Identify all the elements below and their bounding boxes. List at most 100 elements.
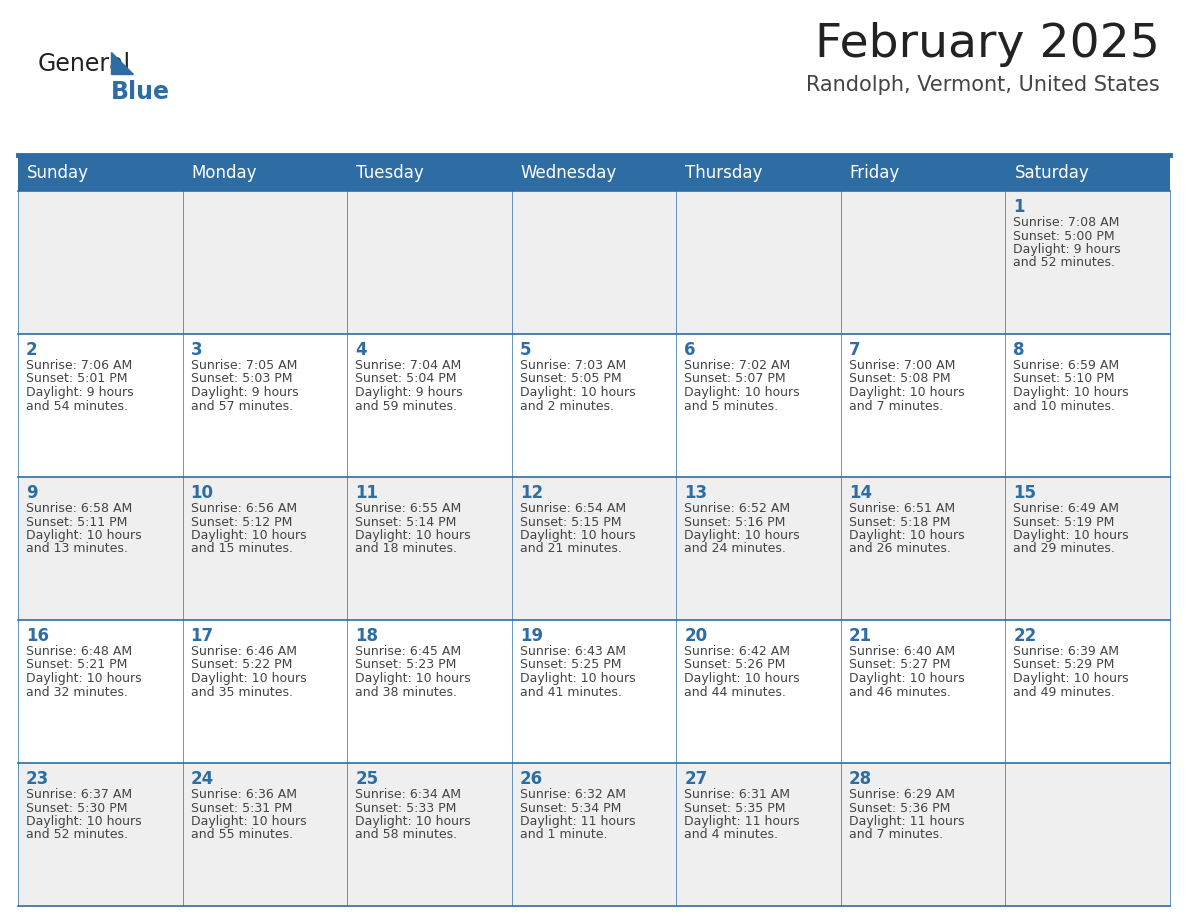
Text: Sunrise: 6:48 AM: Sunrise: 6:48 AM — [26, 645, 132, 658]
Text: Sunrise: 6:29 AM: Sunrise: 6:29 AM — [849, 788, 955, 801]
Text: Sunrise: 7:06 AM: Sunrise: 7:06 AM — [26, 359, 132, 372]
Text: Sunset: 5:33 PM: Sunset: 5:33 PM — [355, 801, 456, 814]
Text: Sunrise: 6:39 AM: Sunrise: 6:39 AM — [1013, 645, 1119, 658]
Text: Sunset: 5:01 PM: Sunset: 5:01 PM — [26, 373, 127, 386]
Text: Daylight: 10 hours: Daylight: 10 hours — [1013, 386, 1129, 399]
Text: Daylight: 9 hours: Daylight: 9 hours — [1013, 243, 1121, 256]
Text: 24: 24 — [190, 770, 214, 788]
Text: and 7 minutes.: and 7 minutes. — [849, 829, 943, 842]
Text: Sunset: 5:35 PM: Sunset: 5:35 PM — [684, 801, 785, 814]
Bar — [18, 763, 1170, 906]
Text: and 13 minutes.: and 13 minutes. — [26, 543, 128, 555]
Text: Randolph, Vermont, United States: Randolph, Vermont, United States — [807, 75, 1159, 95]
Polygon shape — [110, 52, 133, 74]
Text: and 54 minutes.: and 54 minutes. — [26, 399, 128, 412]
Text: Thursday: Thursday — [685, 164, 763, 182]
Text: and 26 minutes.: and 26 minutes. — [849, 543, 950, 555]
Text: Sunrise: 6:36 AM: Sunrise: 6:36 AM — [190, 788, 297, 801]
Text: Sunrise: 7:03 AM: Sunrise: 7:03 AM — [519, 359, 626, 372]
Text: Daylight: 9 hours: Daylight: 9 hours — [190, 386, 298, 399]
Text: and 24 minutes.: and 24 minutes. — [684, 543, 786, 555]
Text: and 49 minutes.: and 49 minutes. — [1013, 686, 1116, 699]
Text: 16: 16 — [26, 627, 49, 645]
Text: 26: 26 — [519, 770, 543, 788]
Text: Sunrise: 6:46 AM: Sunrise: 6:46 AM — [190, 645, 297, 658]
Text: Sunset: 5:00 PM: Sunset: 5:00 PM — [1013, 230, 1116, 242]
Text: and 46 minutes.: and 46 minutes. — [849, 686, 950, 699]
Text: Daylight: 10 hours: Daylight: 10 hours — [190, 529, 307, 542]
Text: 17: 17 — [190, 627, 214, 645]
Text: Sunrise: 6:40 AM: Sunrise: 6:40 AM — [849, 645, 955, 658]
Text: 18: 18 — [355, 627, 378, 645]
Text: 5: 5 — [519, 341, 531, 359]
Text: Daylight: 10 hours: Daylight: 10 hours — [684, 672, 800, 685]
Text: Sunset: 5:15 PM: Sunset: 5:15 PM — [519, 516, 621, 529]
Text: 13: 13 — [684, 484, 707, 502]
Text: Sunrise: 6:49 AM: Sunrise: 6:49 AM — [1013, 502, 1119, 515]
Text: 10: 10 — [190, 484, 214, 502]
Text: 11: 11 — [355, 484, 378, 502]
Text: Daylight: 10 hours: Daylight: 10 hours — [1013, 529, 1129, 542]
Text: Sunrise: 6:59 AM: Sunrise: 6:59 AM — [1013, 359, 1119, 372]
Text: 14: 14 — [849, 484, 872, 502]
Text: Sunrise: 6:42 AM: Sunrise: 6:42 AM — [684, 645, 790, 658]
Text: Sunset: 5:29 PM: Sunset: 5:29 PM — [1013, 658, 1114, 671]
Text: Wednesday: Wednesday — [520, 164, 617, 182]
Text: Blue: Blue — [110, 80, 170, 104]
Text: Sunrise: 6:55 AM: Sunrise: 6:55 AM — [355, 502, 461, 515]
Text: Sunset: 5:21 PM: Sunset: 5:21 PM — [26, 658, 127, 671]
Text: and 5 minutes.: and 5 minutes. — [684, 399, 778, 412]
Text: Sunrise: 6:37 AM: Sunrise: 6:37 AM — [26, 788, 132, 801]
Text: Sunrise: 6:52 AM: Sunrise: 6:52 AM — [684, 502, 790, 515]
Bar — [18, 191, 1170, 334]
Text: Sunset: 5:05 PM: Sunset: 5:05 PM — [519, 373, 621, 386]
Text: Daylight: 11 hours: Daylight: 11 hours — [684, 815, 800, 828]
Text: Sunday: Sunday — [27, 164, 89, 182]
Text: Sunset: 5:27 PM: Sunset: 5:27 PM — [849, 658, 950, 671]
Text: Sunset: 5:30 PM: Sunset: 5:30 PM — [26, 801, 127, 814]
Text: Sunrise: 6:56 AM: Sunrise: 6:56 AM — [190, 502, 297, 515]
Text: Sunrise: 6:51 AM: Sunrise: 6:51 AM — [849, 502, 955, 515]
Bar — [18, 477, 1170, 620]
Text: Daylight: 10 hours: Daylight: 10 hours — [519, 672, 636, 685]
Text: and 38 minutes.: and 38 minutes. — [355, 686, 457, 699]
Text: Daylight: 11 hours: Daylight: 11 hours — [519, 815, 636, 828]
Text: and 57 minutes.: and 57 minutes. — [190, 399, 292, 412]
Text: Sunrise: 7:08 AM: Sunrise: 7:08 AM — [1013, 216, 1120, 229]
Text: General: General — [38, 52, 131, 76]
Text: Sunset: 5:10 PM: Sunset: 5:10 PM — [1013, 373, 1114, 386]
Text: 25: 25 — [355, 770, 378, 788]
Text: Sunrise: 7:02 AM: Sunrise: 7:02 AM — [684, 359, 790, 372]
Text: and 52 minutes.: and 52 minutes. — [1013, 256, 1116, 270]
Text: 27: 27 — [684, 770, 708, 788]
Text: and 10 minutes.: and 10 minutes. — [1013, 399, 1116, 412]
Text: Sunrise: 7:00 AM: Sunrise: 7:00 AM — [849, 359, 955, 372]
Text: and 35 minutes.: and 35 minutes. — [190, 686, 292, 699]
Text: and 59 minutes.: and 59 minutes. — [355, 399, 457, 412]
Text: Sunrise: 7:04 AM: Sunrise: 7:04 AM — [355, 359, 461, 372]
Text: 4: 4 — [355, 341, 367, 359]
Text: Sunset: 5:03 PM: Sunset: 5:03 PM — [190, 373, 292, 386]
Text: 23: 23 — [26, 770, 49, 788]
Text: 6: 6 — [684, 341, 696, 359]
Text: 2: 2 — [26, 341, 38, 359]
Text: Sunset: 5:34 PM: Sunset: 5:34 PM — [519, 801, 621, 814]
Text: and 52 minutes.: and 52 minutes. — [26, 829, 128, 842]
Text: Daylight: 10 hours: Daylight: 10 hours — [355, 529, 470, 542]
Text: Sunset: 5:31 PM: Sunset: 5:31 PM — [190, 801, 292, 814]
Text: Daylight: 10 hours: Daylight: 10 hours — [26, 815, 141, 828]
Text: Sunrise: 6:34 AM: Sunrise: 6:34 AM — [355, 788, 461, 801]
Text: and 29 minutes.: and 29 minutes. — [1013, 543, 1116, 555]
Text: 8: 8 — [1013, 341, 1025, 359]
Text: Sunrise: 6:32 AM: Sunrise: 6:32 AM — [519, 788, 626, 801]
Text: Daylight: 10 hours: Daylight: 10 hours — [684, 386, 800, 399]
Text: Sunrise: 6:43 AM: Sunrise: 6:43 AM — [519, 645, 626, 658]
Text: Sunrise: 6:58 AM: Sunrise: 6:58 AM — [26, 502, 132, 515]
Text: and 2 minutes.: and 2 minutes. — [519, 399, 614, 412]
Text: Sunset: 5:12 PM: Sunset: 5:12 PM — [190, 516, 292, 529]
Text: Friday: Friday — [849, 164, 901, 182]
Text: February 2025: February 2025 — [815, 22, 1159, 67]
Text: Saturday: Saturday — [1015, 164, 1089, 182]
Text: 1: 1 — [1013, 198, 1025, 216]
Text: Sunset: 5:11 PM: Sunset: 5:11 PM — [26, 516, 127, 529]
